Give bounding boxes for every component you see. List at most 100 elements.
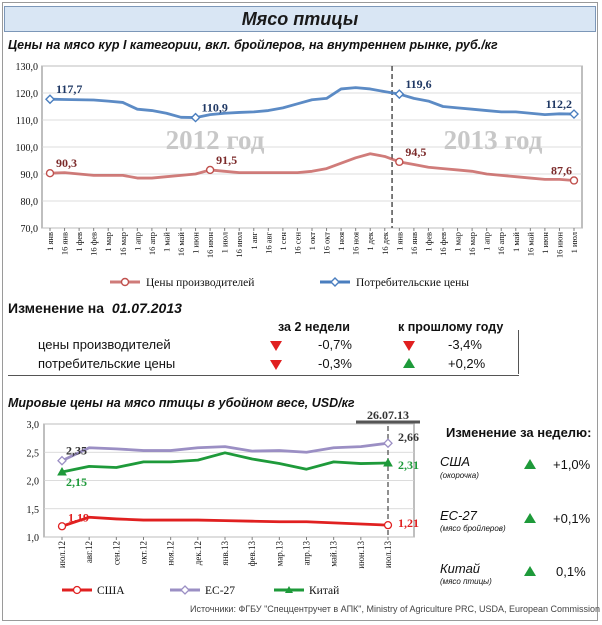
producer-price-marker <box>45 168 55 178</box>
x-tick-label: мар.13 <box>274 541 284 567</box>
x-tick-label: 16 дек <box>380 231 390 255</box>
x-tick-label: 1 ноя <box>336 232 346 251</box>
row-producer-yoy: -3,4% <box>448 337 482 352</box>
x-tick-label: 16 мар <box>118 232 128 256</box>
x-tick-label: 1 янв <box>394 232 404 251</box>
data-label: 2,31 <box>398 458 419 472</box>
weekly-china-value: 0,1% <box>556 564 586 579</box>
legend-marker <box>72 585 82 595</box>
data-label: 119,6 <box>405 77 431 91</box>
y-tick-label: 2,0 <box>27 477 40 488</box>
legend-marker <box>180 585 190 595</box>
down-arrow-icon <box>270 341 282 351</box>
data-label: 2,66 <box>398 430 419 444</box>
changes-divider-v <box>518 330 519 374</box>
weekly-usa-name: США <box>440 454 471 469</box>
row-producer-label: цены производителей <box>38 337 171 352</box>
page-title-bar: Мясо птицы <box>4 6 596 32</box>
changes-title: Изменение на 01.07.2013 <box>8 300 182 316</box>
eu-price-line <box>61 441 389 462</box>
y-tick-label: 2,5 <box>27 448 40 459</box>
up-arrow-icon <box>524 459 536 469</box>
y-tick-label: 70,0 <box>21 224 39 235</box>
x-tick-label: 1 май <box>161 232 171 252</box>
x-tick-label: 1 окт <box>307 232 317 251</box>
weekly-eu-value: +0,1% <box>553 511 591 526</box>
data-label: 94,5 <box>405 145 426 159</box>
world-price-chart: 3,0 2,5 2,0 1,5 1,0 июл.12 авг.12 сен.12 окт.12 н… <box>27 408 420 597</box>
data-label: 112,2 <box>546 97 572 111</box>
producer-price-marker <box>395 157 404 167</box>
consumer-price-marker <box>569 109 579 120</box>
x-tick-label: 1 дек <box>365 231 375 250</box>
legend-label-producer: Цены производителей <box>146 277 254 289</box>
col-2weeks-header: за 2 недели <box>278 320 350 334</box>
data-label: 117,7 <box>56 82 82 96</box>
weekly-china-name: Китай <box>440 561 481 576</box>
changes-date: 01.07.2013 <box>111 300 182 316</box>
legend-label: Китай <box>309 585 339 597</box>
x-tick-label: 1 май <box>511 232 521 252</box>
data-label: 91,5 <box>216 153 237 167</box>
y-tick-label: 1,5 <box>27 505 40 516</box>
x-tick-label: ноя.12 <box>166 541 176 566</box>
china-marker <box>383 457 393 467</box>
x-tick-label: 16 янв <box>60 232 70 255</box>
row-consumer-yoy: +0,2% <box>448 356 486 371</box>
y-tick-label: 100,0 <box>16 143 39 154</box>
data-label: 1,19 <box>68 510 89 524</box>
x-tick-label: 1 июл <box>569 231 579 253</box>
weekly-eu-name: ЕС-27 <box>440 508 477 523</box>
eu-marker <box>57 455 67 466</box>
x-tick-label: авг.12 <box>84 541 94 563</box>
x-tick-label: 16 июн <box>205 232 215 259</box>
producer-price-line <box>49 152 575 182</box>
y-tick-label: 1,0 <box>27 533 40 544</box>
x-tick-label: янв.13 <box>220 541 230 566</box>
x-tick-label: 16 июл <box>234 231 244 257</box>
consumer-price-line <box>49 86 575 119</box>
x-tick-label: 16 ноя <box>351 232 361 255</box>
changes-title-text: Изменение на <box>8 300 105 316</box>
col-yoy-header: к прошлому году <box>398 320 504 334</box>
x-tick-label: окт.12 <box>139 541 149 564</box>
producer-price-marker <box>569 176 579 185</box>
row-producer-2w: -0,7% <box>318 337 352 352</box>
data-label: 90,3 <box>56 156 77 170</box>
x-tick-label: 16 авг <box>263 231 273 253</box>
x-tick-label: 16 май <box>525 232 535 257</box>
x-tick-label: 1 янв <box>45 232 55 251</box>
china-marker <box>57 467 67 476</box>
x-tick-label: сен.12 <box>111 541 121 565</box>
x-tick-label: 1 апр <box>132 232 142 251</box>
x-tick-label: 16 апр <box>147 232 157 255</box>
y-tick-label: 120,0 <box>16 89 39 100</box>
legend-marker-producer <box>120 277 130 287</box>
consumer-price-marker <box>45 94 55 105</box>
chart1-title: Цены на мясо кур I категории, вкл. бройл… <box>8 38 498 52</box>
up-arrow-icon <box>524 566 536 576</box>
x-tick-label: 16 май <box>176 232 186 257</box>
x-tick-label: 16 фев <box>438 232 448 256</box>
domestic-price-chart: 130,0 120,0 110,0 100,0 90,0 80,0 70,0 1 янв 16 … <box>16 62 583 289</box>
x-tick-label: 16 сен <box>292 232 302 255</box>
x-tick-label: 1 авг <box>249 231 259 249</box>
data-label: 2,35 <box>66 444 87 458</box>
usa-marker <box>57 522 67 531</box>
data-label: 1,21 <box>398 516 419 530</box>
x-tick-label: 1 июл <box>220 231 230 253</box>
x-tick-label: апр.13 <box>302 541 312 566</box>
date-label-box <box>354 408 420 422</box>
x-tick-label: 16 янв <box>409 232 419 255</box>
x-tick-label: 1 фев <box>74 232 84 252</box>
up-arrow-icon <box>524 513 536 523</box>
data-label: 87,6 <box>551 163 572 177</box>
up-arrow-icon <box>403 358 415 368</box>
usa-marker <box>383 520 393 530</box>
date-label: 26.07.13 <box>367 408 409 422</box>
weekly-eu-note: (мясо бройлеров) <box>440 524 506 533</box>
x-tick-label: 1 мар <box>103 232 113 252</box>
y-tick-label: 110,0 <box>16 116 38 127</box>
consumer-price-marker <box>190 112 201 123</box>
data-label: 2,15 <box>66 475 87 489</box>
